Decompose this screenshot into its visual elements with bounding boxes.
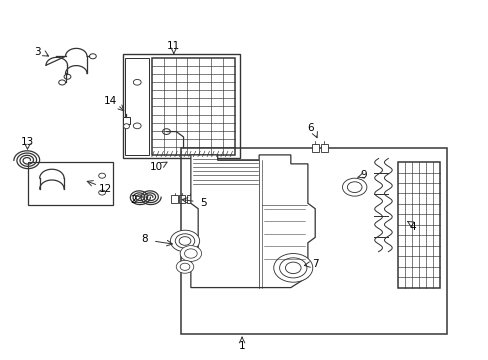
Text: 9: 9 [360,170,366,180]
Bar [397,162,439,288]
Text: 14: 14 [103,96,117,106]
Text: 11: 11 [167,41,180,50]
Text: 10: 10 [150,162,163,172]
Bar [179,195,185,203]
Text: 4: 4 [408,222,415,231]
Circle shape [180,263,189,270]
Bar [181,148,446,334]
Circle shape [346,182,361,193]
Bar [125,58,149,155]
Circle shape [184,249,197,258]
Circle shape [176,260,193,273]
Text: 2: 2 [130,195,136,205]
Circle shape [170,230,199,252]
Bar [122,54,239,158]
Polygon shape [190,155,315,288]
Bar [27,162,113,205]
Text: 12: 12 [99,184,112,194]
Bar [320,144,327,152]
Circle shape [180,246,201,261]
Circle shape [133,80,141,85]
Circle shape [99,173,105,178]
Circle shape [342,178,366,196]
Circle shape [179,237,190,245]
Circle shape [279,258,306,278]
Circle shape [273,253,312,282]
Text: 7: 7 [311,259,318,269]
Bar [122,117,130,125]
Text: 6: 6 [306,123,313,133]
Circle shape [285,262,301,274]
Text: 13: 13 [21,138,34,147]
Bar [186,195,193,203]
Text: 1: 1 [238,341,245,351]
Bar [152,58,234,155]
Ellipse shape [123,124,129,129]
Circle shape [175,234,194,248]
Text: 5: 5 [199,198,206,208]
Circle shape [133,123,141,129]
Circle shape [99,190,105,195]
Text: 3: 3 [34,47,41,57]
Bar [171,195,177,203]
Text: 8: 8 [141,234,147,244]
Bar [311,144,319,152]
